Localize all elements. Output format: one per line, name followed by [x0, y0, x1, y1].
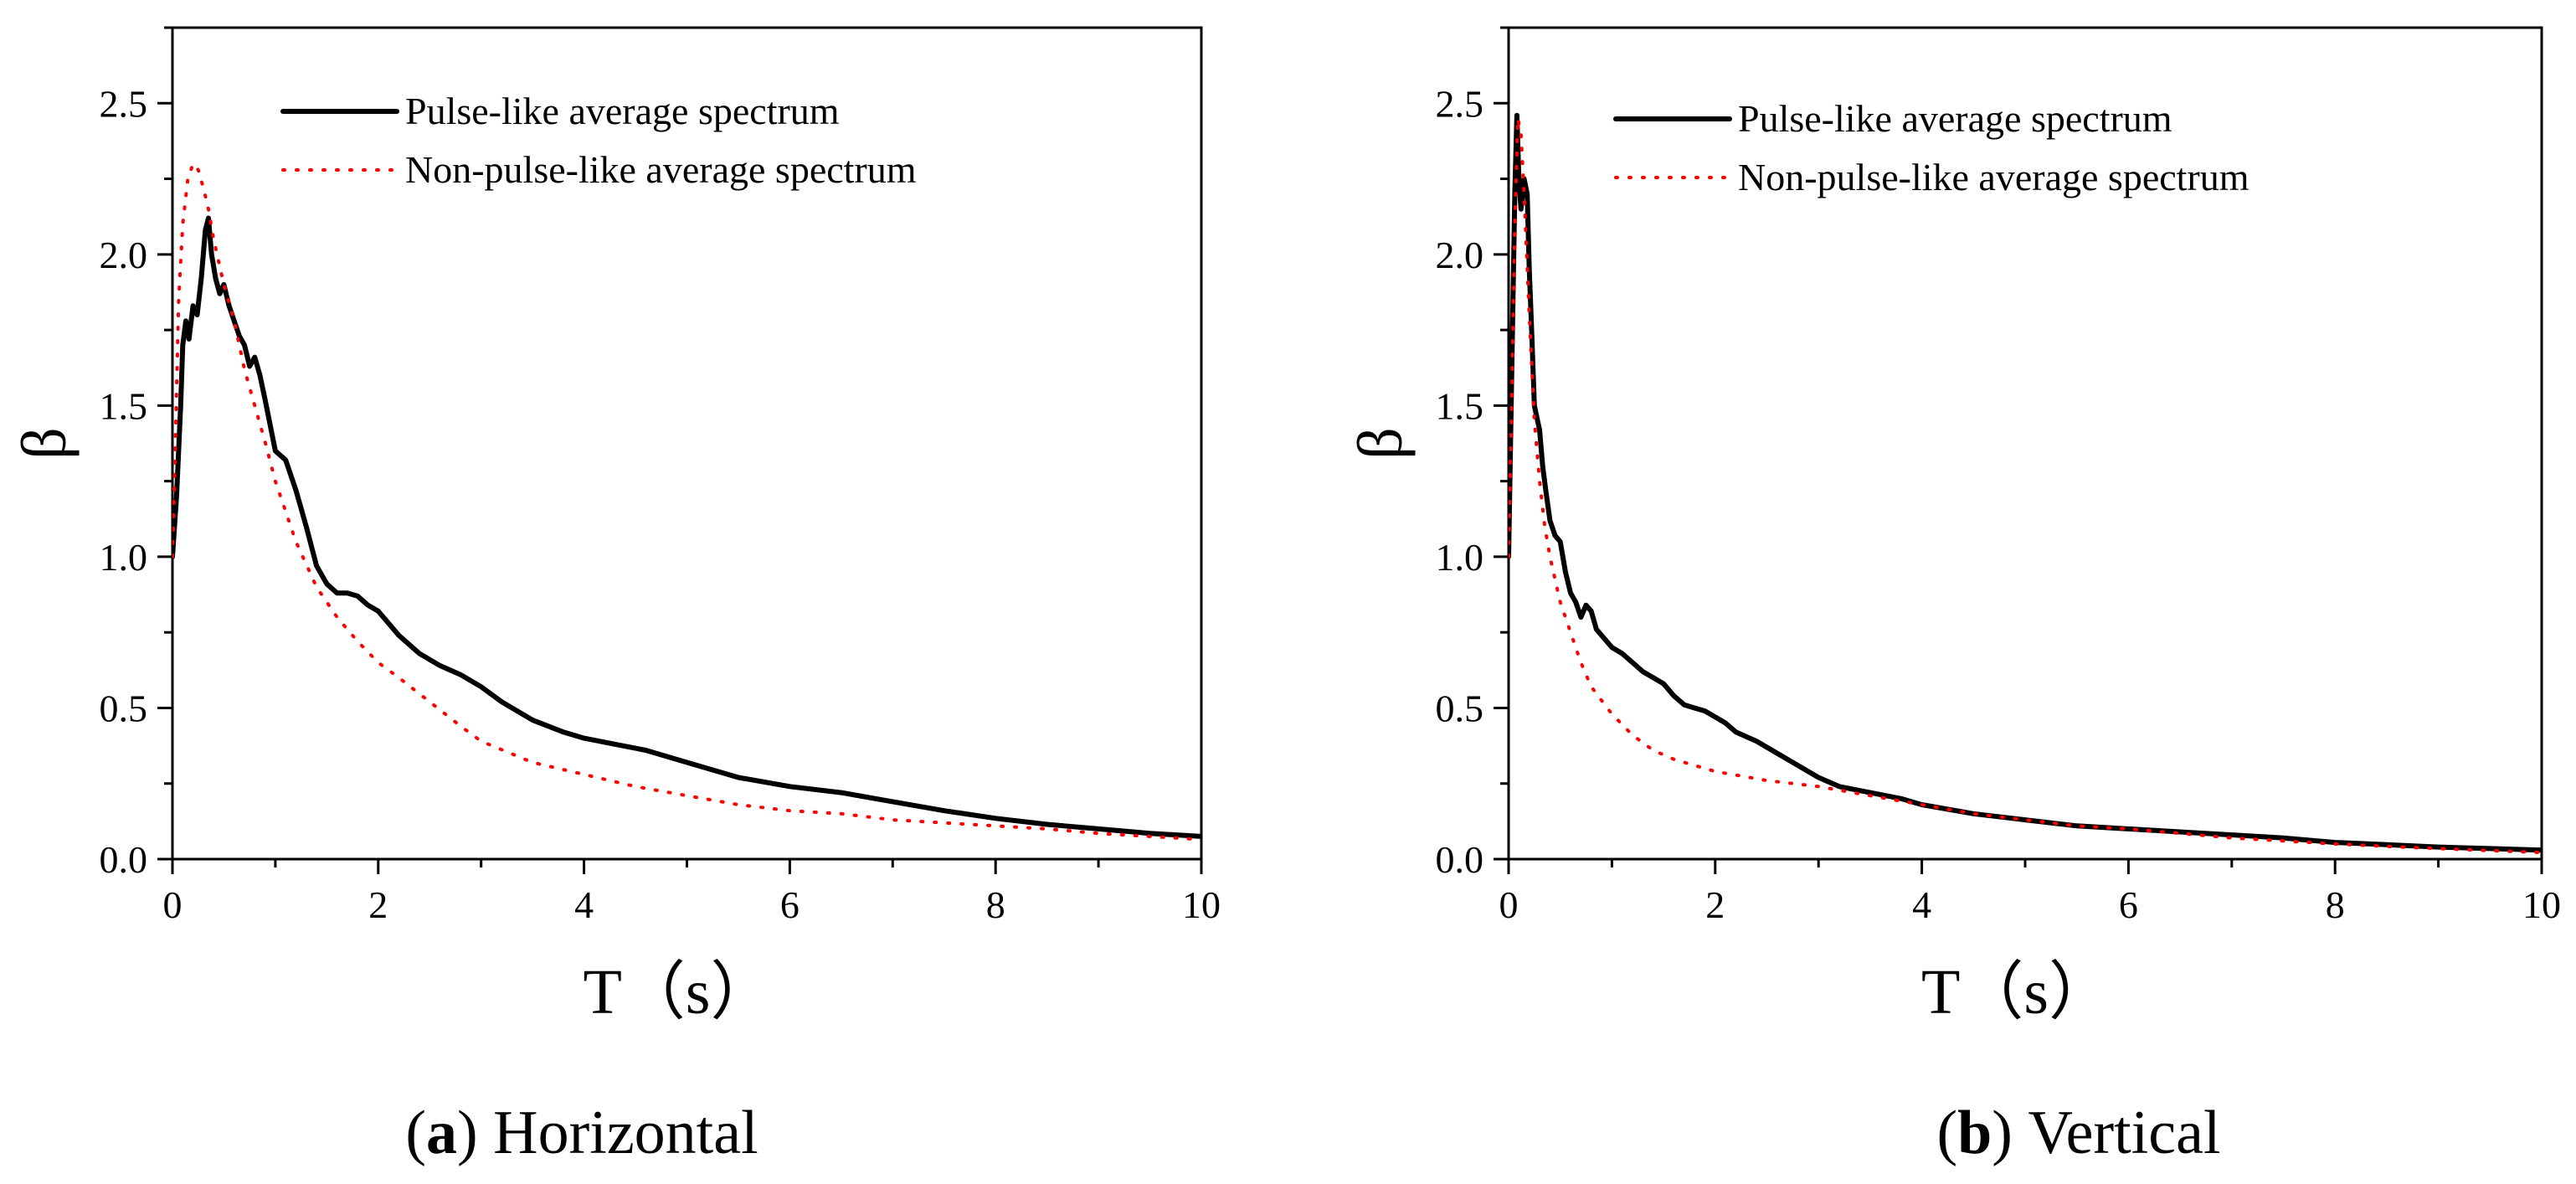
y-tick-label: 0.0 — [100, 838, 148, 881]
y-tick-label: 2.0 — [1436, 234, 1484, 276]
legend-label: Non-pulse-like average spectrum — [1738, 156, 2250, 198]
legend-label: Non-pulse-like average spectrum — [405, 148, 917, 191]
legend-label: Pulse-like average spectrum — [1738, 97, 2172, 140]
y-tick-label: 1.0 — [1436, 536, 1484, 579]
caption-text: Horizontal — [478, 1099, 758, 1167]
x-tick-label: 4 — [1912, 883, 1931, 926]
caption-paren-open: ( — [405, 1099, 426, 1167]
x-tick-label: 6 — [780, 883, 800, 926]
x-tick-label: 0 — [1499, 883, 1519, 926]
y-axis-title: β — [9, 427, 80, 460]
y-tick-label: 0.5 — [100, 687, 148, 729]
caption-paren-close: ) — [457, 1099, 478, 1167]
y-tick-label: 1.5 — [1436, 384, 1484, 427]
series-line-pulse-like — [1509, 112, 2542, 853]
y-tick-label: 0.5 — [1436, 687, 1484, 729]
caption-paren-close: ) — [1992, 1099, 2013, 1167]
series-line-non-pulse-like — [172, 162, 1201, 842]
x-axis-title: T（s） — [584, 957, 774, 1027]
y-tick-label: 2.0 — [100, 234, 148, 276]
caption-letter: a — [426, 1099, 457, 1167]
y-tick-label: 1.0 — [100, 536, 148, 579]
x-tick-label: 8 — [2326, 883, 2345, 926]
plot-frame — [1507, 26, 2543, 861]
y-tick-label: 2.5 — [100, 82, 148, 125]
x-tick-label: 2 — [1705, 883, 1725, 926]
x-tick-label: 0 — [163, 883, 183, 926]
x-tick-label: 10 — [2522, 883, 2561, 926]
y-axis-title: β — [1345, 427, 1416, 460]
y-tick-label: 0.0 — [1436, 838, 1484, 881]
legend-label: Pulse-like average spectrum — [405, 90, 840, 132]
x-tick-label: 6 — [2119, 883, 2138, 926]
x-tick-label: 4 — [574, 883, 594, 926]
chart-panel-a: 0.0 0.5 1.0 1.5 2.0 2.5 0 2 4 6 8 10 T（s） β Pulse-like… — [9, 26, 1221, 1167]
caption-paren-open: ( — [1936, 1099, 1957, 1167]
caption-letter: b — [1957, 1099, 1992, 1167]
x-axis-title: T（s） — [1921, 957, 2112, 1027]
chart-panel-b: 0.0 0.5 1.0 1.5 2.0 2.5 0 2 4 6 8 10 T（s） β Pulse-like… — [1345, 26, 2561, 1167]
x-tick-label: 2 — [368, 883, 388, 926]
caption-text: Vertical — [2013, 1099, 2221, 1167]
panel-caption: (a) Horizontal — [405, 1099, 758, 1167]
y-tick-label: 2.5 — [1436, 82, 1484, 125]
series-line-pulse-like — [172, 215, 1201, 839]
panel-caption: (b) Vertical — [1936, 1099, 2220, 1167]
series-line-non-pulse-like — [1509, 116, 2542, 855]
x-tick-label: 8 — [986, 883, 1005, 926]
y-tick-label: 1.5 — [100, 384, 148, 427]
x-tick-label: 10 — [1182, 883, 1221, 926]
